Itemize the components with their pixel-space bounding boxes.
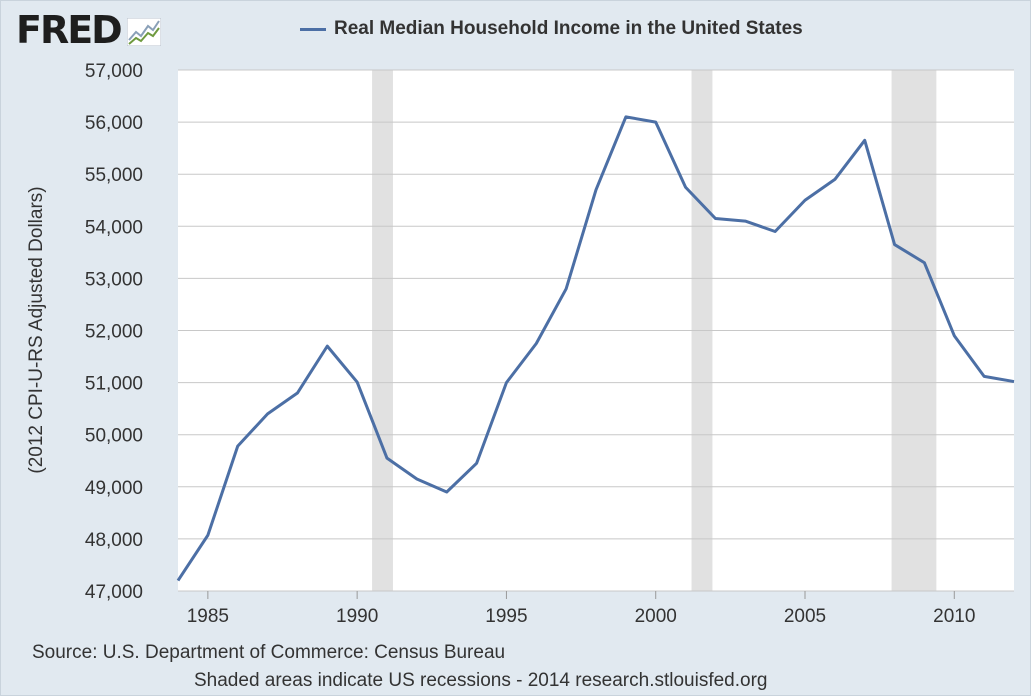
legend-swatch	[300, 27, 326, 31]
data-point[interactable]	[653, 119, 659, 125]
data-point[interactable]	[384, 455, 390, 461]
recession-note: Shaded areas indicate US recessions - 20…	[194, 670, 768, 691]
data-point[interactable]	[444, 489, 450, 495]
chart-legend[interactable]: Real Median Household Income in the Unit…	[300, 17, 803, 41]
y-tick-label: 51,000	[85, 374, 143, 395]
x-tick-label: 1990	[336, 606, 378, 627]
data-point[interactable]	[683, 184, 689, 190]
data-point[interactable]	[593, 187, 599, 193]
series-line-group	[175, 114, 1017, 584]
y-tick-label: 57,000	[85, 61, 143, 82]
y-tick-label: 53,000	[85, 269, 143, 290]
line-chart-icon	[126, 18, 161, 46]
source-text: Source: U.S. Department of Commerce: Cen…	[32, 642, 506, 663]
data-point[interactable]	[1011, 379, 1017, 385]
data-point[interactable]	[742, 218, 748, 224]
y-tick-label: 56,000	[85, 113, 143, 134]
data-point[interactable]	[772, 229, 778, 235]
y-tick-label: 52,000	[85, 322, 143, 343]
data-point[interactable]	[235, 443, 241, 449]
y-axis-label: (2012 CPI-U-RS Adjusted Dollars)	[26, 186, 47, 473]
data-point[interactable]	[474, 460, 480, 466]
x-tick-label: 2005	[784, 606, 826, 627]
data-point[interactable]	[205, 532, 211, 538]
y-tick-label: 49,000	[85, 478, 143, 499]
y-tick-label: 54,000	[85, 217, 143, 238]
data-point[interactable]	[802, 197, 808, 203]
data-point[interactable]	[533, 341, 539, 347]
y-tick-label: 55,000	[85, 165, 143, 186]
data-point[interactable]	[862, 137, 868, 143]
data-point[interactable]	[623, 114, 629, 120]
x-tick-label: 1985	[187, 606, 229, 627]
data-point[interactable]	[712, 215, 718, 221]
data-point[interactable]	[265, 411, 271, 417]
gridlines	[178, 69, 1014, 592]
data-point[interactable]	[354, 379, 360, 385]
y-tick-label: 48,000	[85, 530, 143, 551]
data-point[interactable]	[414, 476, 420, 482]
data-point[interactable]	[832, 176, 838, 182]
y-tick-label: 47,000	[85, 582, 143, 603]
x-tick-label: 2000	[635, 606, 677, 627]
data-point[interactable]	[981, 373, 987, 379]
x-tick-label: 1995	[485, 606, 527, 627]
data-point[interactable]	[503, 380, 509, 386]
series-line[interactable]	[176, 115, 1015, 582]
data-point[interactable]	[892, 242, 898, 248]
legend-label: Real Median Household Income in the Unit…	[334, 18, 803, 39]
data-point[interactable]	[921, 260, 927, 266]
x-tick-label: 2010	[933, 606, 975, 627]
data-point[interactable]	[563, 286, 569, 292]
data-point[interactable]	[294, 390, 300, 396]
y-tick-label: 50,000	[85, 426, 143, 447]
data-point[interactable]	[175, 578, 181, 584]
logo-text: FRED	[16, 8, 123, 52]
data-point[interactable]	[951, 333, 957, 339]
fred-logo[interactable]: FRED	[16, 10, 161, 50]
x-axis: 1985 1990 1995 2000 2005 2010	[187, 591, 975, 627]
data-point[interactable]	[324, 343, 330, 349]
y-axis: 47,000 48,000 49,000 50,000 51,000 52,000 53,0…	[85, 61, 143, 603]
